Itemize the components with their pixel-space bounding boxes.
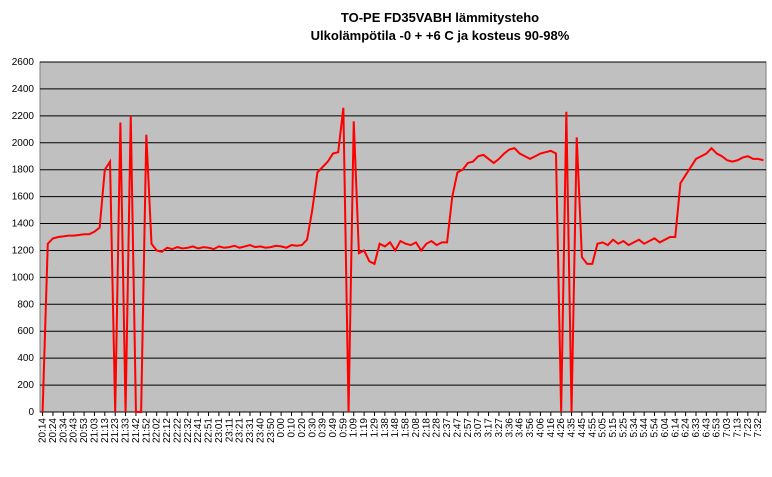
chart-title: TO-PE FD35VABH lämmitysteho: [341, 10, 539, 25]
x-tick-label: 7:23: [743, 418, 754, 438]
x-tick-label: 21:52: [141, 418, 152, 443]
x-tick-label: 1:38: [380, 418, 391, 438]
x-tick-label: 5:05: [598, 418, 609, 438]
x-tick-label: 1:29: [369, 418, 380, 438]
x-tick-label: 7:03: [722, 418, 733, 438]
chart-subtitle: Ulkolämpötila -0 + +6 C ja kosteus 90-98…: [311, 28, 570, 43]
x-tick-label: 5:54: [650, 418, 661, 438]
y-tick-label: 800: [17, 299, 34, 310]
x-tick-label: 23:21: [235, 418, 246, 443]
y-tick-label: 200: [17, 380, 34, 391]
x-tick-label: 21:42: [131, 418, 142, 443]
x-tick-label: 3:17: [484, 418, 495, 438]
y-tick-label: 0: [28, 407, 34, 418]
y-tick-label: 1600: [12, 192, 35, 203]
x-tick-label: 1:58: [401, 418, 412, 438]
x-tick-label: 6:24: [681, 418, 692, 438]
x-tick-label: 0:39: [318, 418, 329, 438]
x-tick-label: 4:16: [546, 418, 557, 438]
x-tick-label: 4:45: [577, 418, 588, 438]
x-tick-label: 6:53: [712, 418, 723, 438]
x-tick-label: 22:22: [172, 418, 183, 443]
x-tick-label: 23:50: [266, 418, 277, 443]
x-tick-label: 4:06: [535, 418, 546, 438]
plot-area: [39, 61, 767, 413]
x-tick-label: 6:04: [660, 418, 671, 438]
x-tick-label: 22:12: [162, 418, 173, 443]
y-tick-label: 1000: [12, 272, 35, 283]
x-tick-label: 20:14: [38, 418, 49, 443]
x-tick-label: 6:33: [691, 418, 702, 438]
x-tick-label: 20:53: [79, 418, 90, 443]
x-tick-label: 21:33: [121, 418, 132, 443]
x-tick-label: 3:46: [515, 418, 526, 438]
x-tick-label: 21:13: [100, 418, 111, 443]
x-tick-label: 2:47: [452, 418, 463, 438]
y-tick-label: 1400: [12, 219, 35, 230]
x-tick-label: 2:18: [421, 418, 432, 438]
x-tick-label: 20:34: [58, 418, 69, 443]
y-tick-label: 2000: [12, 138, 35, 149]
x-tick-label: 20:43: [69, 418, 80, 443]
x-tick-label: 2:57: [463, 418, 474, 438]
x-tick-label: 5:34: [629, 418, 640, 438]
x-tick-label: 5:15: [608, 418, 619, 438]
x-tick-label: 5:25: [618, 418, 629, 438]
x-tick-label: 4:26: [556, 418, 567, 438]
x-tick-label: 1:09: [349, 418, 360, 438]
x-tick-label: 22:32: [183, 418, 194, 443]
x-tick-label: 23:11: [224, 418, 235, 443]
y-tick-label: 1200: [12, 245, 35, 256]
y-tick-label: 1800: [12, 165, 35, 176]
x-tick-label: 7:32: [753, 418, 764, 438]
data-line: [41, 107, 764, 413]
x-tick-label: 3:07: [473, 418, 484, 438]
y-tick-label: 600: [17, 326, 34, 337]
x-tick-label: 23:31: [245, 418, 256, 443]
x-tick-label: 0:59: [338, 418, 349, 438]
y-tick-label: 400: [17, 353, 34, 364]
x-tick-label: 7:13: [732, 418, 743, 438]
x-tick-label: 4:55: [587, 418, 598, 438]
x-tick-label: 2:37: [442, 418, 453, 438]
y-tick-label: 2400: [12, 84, 35, 95]
x-tick-label: 2:28: [432, 418, 443, 438]
x-tick-label: 2:08: [411, 418, 422, 438]
x-tick-label: 1:19: [359, 418, 370, 438]
x-tick-label: 3:36: [504, 418, 515, 438]
x-tick-label: 22:02: [152, 418, 163, 443]
x-tick-label: 6:43: [701, 418, 712, 438]
x-tick-label: 3:56: [525, 418, 536, 438]
x-tick-label: 0:00: [276, 418, 287, 438]
x-tick-label: 23:01: [214, 418, 225, 443]
x-tick-label: 0:20: [297, 418, 308, 438]
y-tick-label: 2600: [12, 57, 35, 68]
x-tick-label: 22:41: [193, 418, 204, 443]
x-tick-label: 20:24: [48, 418, 59, 443]
x-tick-label: 1:48: [390, 418, 401, 438]
x-tick-label: 0:10: [287, 418, 298, 438]
x-tick-label: 21:23: [110, 418, 121, 443]
x-tick-label: 6:14: [670, 418, 681, 438]
x-tick-label: 23:40: [255, 418, 266, 443]
y-tick-label: 2200: [12, 111, 35, 122]
x-tick-label: 22:51: [204, 418, 215, 443]
x-tick-label: 0:30: [307, 418, 318, 438]
x-tick-label: 3:27: [494, 418, 505, 438]
x-tick-label: 21:03: [89, 418, 100, 443]
x-tick-label: 5:44: [639, 418, 650, 438]
x-tick-label: 4:35: [567, 418, 578, 438]
x-tick-label: 0:49: [328, 418, 339, 438]
